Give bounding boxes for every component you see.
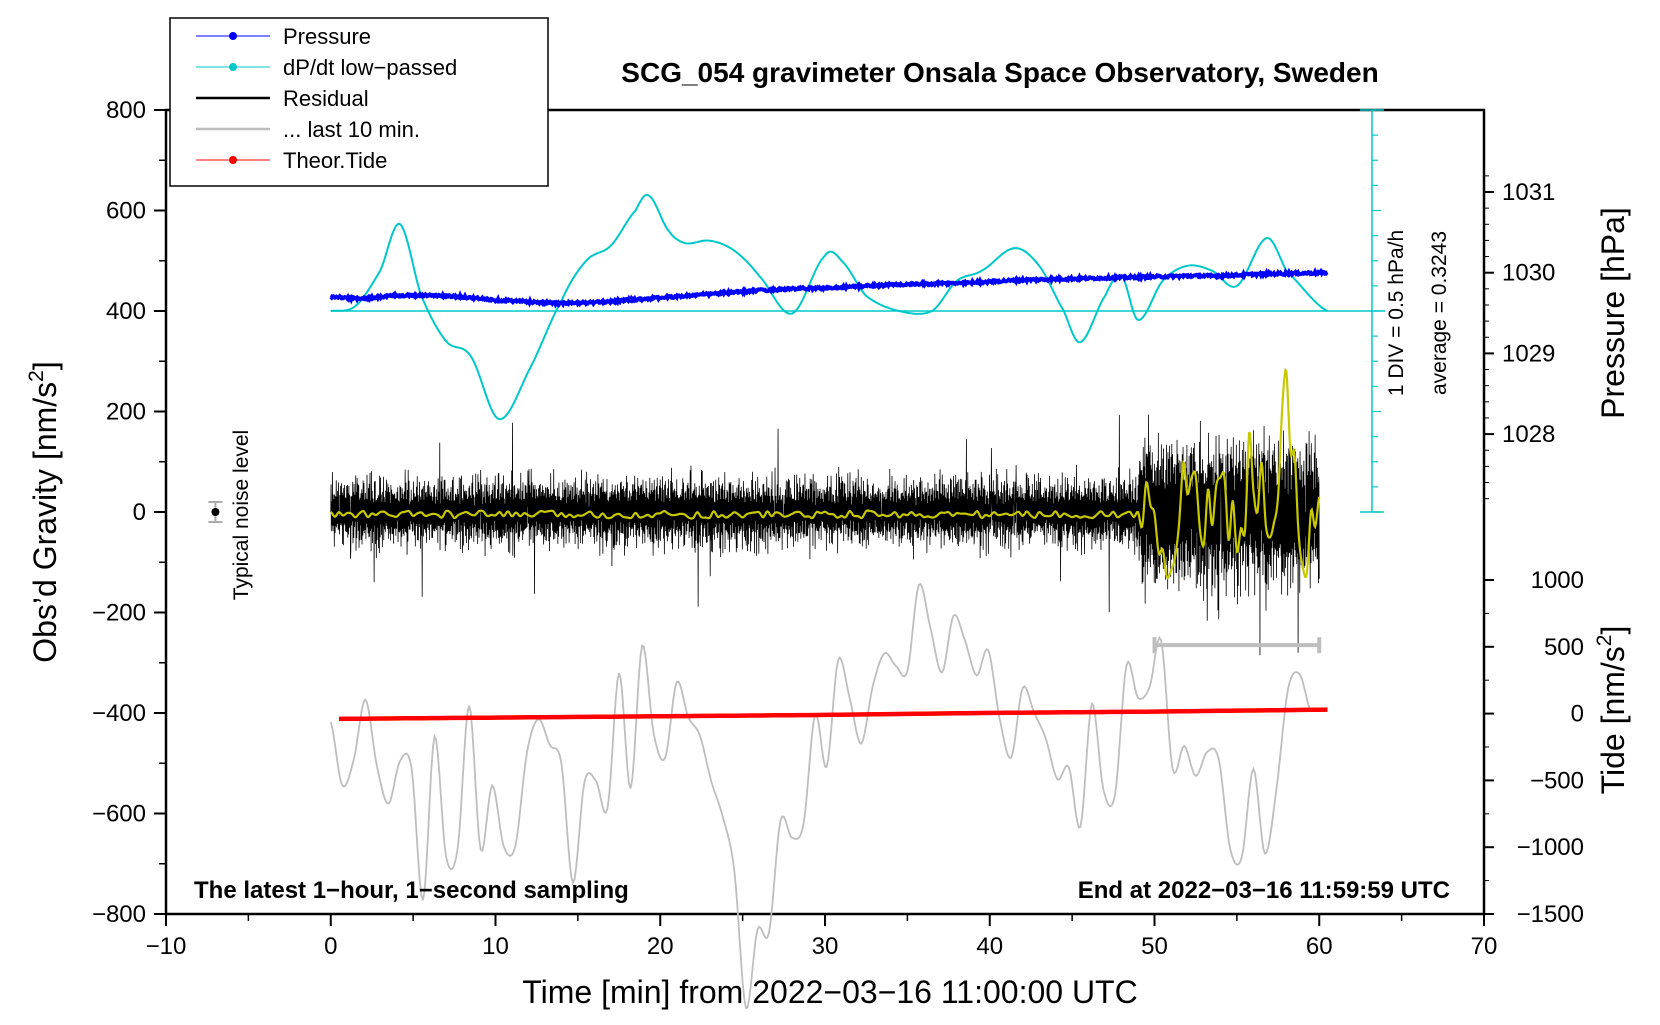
series-theor-tide xyxy=(338,707,1328,722)
tide-tick-label: −500 xyxy=(1530,767,1584,794)
noise-point xyxy=(211,508,220,516)
x-tick-label: 40 xyxy=(976,933,1003,960)
legend-marker xyxy=(229,156,237,164)
pressure-tick-label: 1030 xyxy=(1502,260,1555,287)
x-tick-label: 60 xyxy=(1306,933,1333,960)
tide-tick-label: −1500 xyxy=(1517,901,1584,928)
tide-tick-label: 0 xyxy=(1571,701,1584,728)
x-tick-label: 10 xyxy=(482,933,509,960)
y-axis-title-tide: Tide [nm/s2] xyxy=(1593,626,1631,795)
legend-marker xyxy=(229,32,237,40)
y-tick-label: −600 xyxy=(92,801,146,828)
tide-tick-label: −1000 xyxy=(1517,834,1584,861)
y-tick-label: 800 xyxy=(106,97,146,124)
y-tick-label: −400 xyxy=(92,700,146,727)
average-label: average = 0.3243 xyxy=(1428,231,1451,395)
tide-tick-label: 500 xyxy=(1544,634,1584,661)
legend-marker xyxy=(229,63,237,71)
x-tick-label: 30 xyxy=(812,933,839,960)
x-tick-label: 0 xyxy=(324,933,337,960)
legend-label: ... last 10 min. xyxy=(283,117,420,142)
legend-label: Pressure xyxy=(283,24,371,49)
legend: Pressure dP/dt low−passed Residual ... last… xyxy=(169,17,549,187)
x-tick-label: −10 xyxy=(146,933,187,960)
chart-title: SCG_054 gravimeter Onsala Space Observat… xyxy=(621,57,1378,88)
x-tick-label: 50 xyxy=(1141,933,1168,960)
series-last-10min xyxy=(329,582,1312,1010)
y-axis-title-left: Obs’d Gravity [nm/s2] xyxy=(25,361,63,663)
end-time-note: End at 2022−03−16 11:59:59 UTC xyxy=(1078,877,1450,904)
pressure-tick-label: 1029 xyxy=(1502,340,1555,367)
y-tick-label: 600 xyxy=(106,198,146,225)
y-tick-label: −200 xyxy=(92,600,146,627)
pressure-tick-label: 1028 xyxy=(1502,421,1555,448)
y-tick-label: −800 xyxy=(92,901,146,928)
noise-level-label: Typical noise level xyxy=(230,430,253,600)
x-tick-label: 70 xyxy=(1471,933,1498,960)
tide-tick-label: 1000 xyxy=(1531,567,1584,594)
legend-entries: Pressure dP/dt low−passed Residual ... last… xyxy=(196,24,457,173)
legend-label: Theor.Tide xyxy=(283,148,387,173)
x-tick-label: 20 xyxy=(647,933,674,960)
y-tick-label: 400 xyxy=(106,298,146,325)
series-pressure xyxy=(329,267,1329,309)
pressure-tick-label: 1031 xyxy=(1502,179,1555,206)
div-scale-label: 1 DIV = 0.5 hPa/h xyxy=(1385,230,1408,396)
axes-layer: −10 0 10 20 30 40 50 60 70 800 600 400 200 0 −200 −400 −… xyxy=(92,97,1584,960)
legend-label: Residual xyxy=(283,86,369,111)
series-residual xyxy=(330,414,1320,656)
series-layer xyxy=(208,109,1386,1010)
x-axis-title: Time [min] from 2022−03−16 11:00:00 UTC xyxy=(522,974,1137,1010)
y-axis-title-pressure: Pressure [hPa] xyxy=(1595,207,1631,419)
sampling-note: The latest 1−hour, 1−second sampling xyxy=(194,877,629,904)
y-tick-label: 200 xyxy=(106,399,146,426)
series-dpdt xyxy=(330,193,1328,421)
legend-label: dP/dt low−passed xyxy=(283,55,457,80)
y-tick-label: 0 xyxy=(133,499,146,526)
series-residual-lowpass xyxy=(330,367,1321,580)
